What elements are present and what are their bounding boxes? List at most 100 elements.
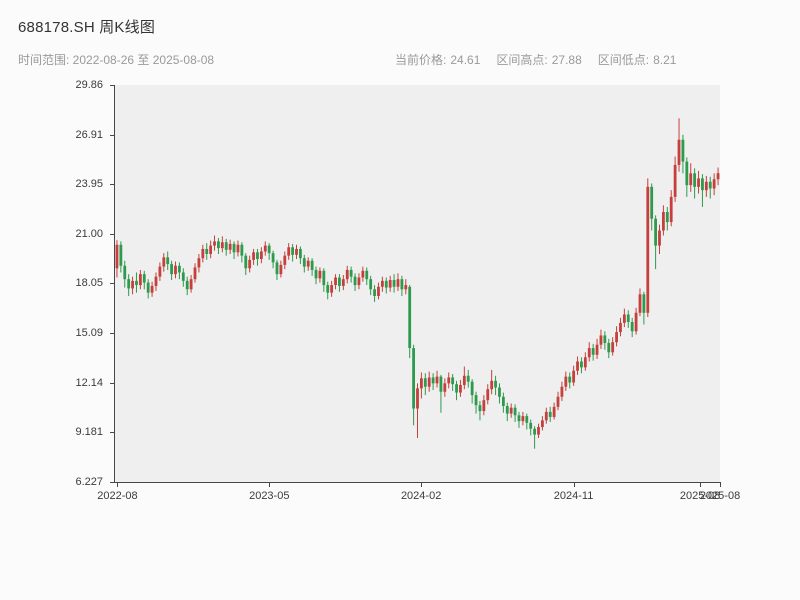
candle-body	[287, 247, 291, 256]
candle-body	[564, 376, 568, 387]
candle-body	[185, 280, 189, 290]
x-tick-label: 2022-08	[97, 490, 138, 502]
candle-body	[228, 243, 232, 250]
candle-body	[482, 400, 486, 412]
candle-body	[178, 265, 181, 273]
candle-body	[330, 285, 334, 293]
candle-body	[685, 161, 689, 186]
candle-body	[638, 294, 642, 313]
candle-body	[552, 406, 556, 417]
candle-body	[607, 343, 611, 353]
candle-body	[271, 253, 275, 263]
candle-body	[220, 242, 224, 249]
candle-body	[314, 269, 318, 279]
candle-body	[587, 348, 591, 358]
candle-body	[263, 245, 267, 252]
candle-body	[665, 212, 669, 223]
candle-body	[431, 377, 435, 384]
candlestick-svg	[115, 118, 720, 449]
candle-body	[326, 285, 330, 293]
candle-body	[435, 376, 439, 384]
candle-body	[529, 422, 533, 429]
candle-body	[658, 230, 661, 246]
candle-body	[146, 282, 150, 293]
candle-body	[295, 248, 298, 255]
candle-body	[310, 260, 314, 270]
candle-body	[603, 335, 607, 344]
candle-body	[302, 258, 306, 267]
candle-body	[701, 178, 704, 191]
candle-body	[595, 344, 599, 355]
candle-body	[662, 212, 665, 231]
candle-body	[486, 389, 490, 401]
candle-body	[115, 244, 119, 269]
x-tick-mark	[117, 483, 119, 487]
y-tick-mark	[110, 134, 114, 136]
candle-body	[345, 269, 349, 280]
candle-body	[427, 377, 431, 387]
candle-body	[548, 411, 552, 417]
candle-body	[158, 266, 162, 277]
candle-body	[209, 245, 213, 254]
candle-body	[400, 279, 404, 290]
current-price-stat: 当前价格: 24.61	[395, 51, 480, 68]
candle-body	[361, 270, 365, 278]
candle-body	[459, 385, 462, 393]
y-tick-mark	[110, 184, 114, 186]
candle-body	[127, 279, 131, 289]
candle-body	[384, 280, 388, 288]
candle-body	[420, 378, 423, 389]
candle-body	[642, 294, 646, 313]
candle-body	[513, 407, 517, 416]
candle-body	[170, 264, 173, 275]
candle-body	[533, 428, 536, 435]
candle-body	[162, 257, 166, 267]
x-tick-label: 2025-08	[699, 490, 741, 502]
candle-body	[689, 173, 693, 186]
candle-body	[252, 252, 255, 260]
candle-body	[377, 286, 380, 296]
candle-body	[505, 406, 509, 414]
candle-body	[365, 270, 369, 280]
candle-body	[123, 265, 127, 280]
candle-body	[154, 276, 158, 286]
candle-body	[443, 383, 447, 392]
candle-body	[240, 244, 244, 256]
candle-body	[544, 411, 548, 421]
candle-body	[576, 361, 579, 371]
y-tick-label: 23.95	[75, 178, 103, 191]
candle-body	[193, 267, 197, 280]
candle-body	[455, 384, 458, 393]
x-axis: 2022-08 2023-05 2024-02 2024-11 2025-08 2025-…	[97, 483, 740, 507]
x-tick-mark	[700, 483, 702, 487]
candle-body	[306, 260, 310, 267]
candle-body	[373, 289, 376, 296]
candle-body	[349, 269, 353, 277]
page-title: 688178.SH 周K线图	[18, 19, 156, 36]
y-tick-mark	[110, 333, 114, 335]
candle-body	[341, 279, 345, 286]
candle-body	[537, 427, 540, 435]
candle-body	[708, 181, 712, 189]
candle-body	[166, 257, 170, 265]
candle-body	[693, 173, 697, 187]
candle-body	[275, 262, 279, 275]
candle-body	[197, 258, 201, 268]
candle-body	[150, 285, 154, 293]
candle-body	[248, 259, 252, 269]
candle-body	[669, 196, 673, 223]
current-price-label: 当前价格:	[395, 53, 447, 67]
candle-body	[291, 247, 294, 255]
candle-body	[572, 370, 576, 383]
candle-body	[654, 218, 657, 246]
candle-body	[462, 375, 466, 386]
candle-body	[334, 277, 337, 286]
x-tick-mark	[573, 483, 575, 487]
candle-body	[404, 285, 408, 290]
range-high-label: 区间高点:	[496, 53, 548, 67]
candle-body	[525, 416, 529, 423]
candle-body	[392, 280, 396, 287]
candle-body	[380, 280, 384, 287]
plot-area	[115, 85, 720, 482]
candle-body	[236, 244, 240, 253]
